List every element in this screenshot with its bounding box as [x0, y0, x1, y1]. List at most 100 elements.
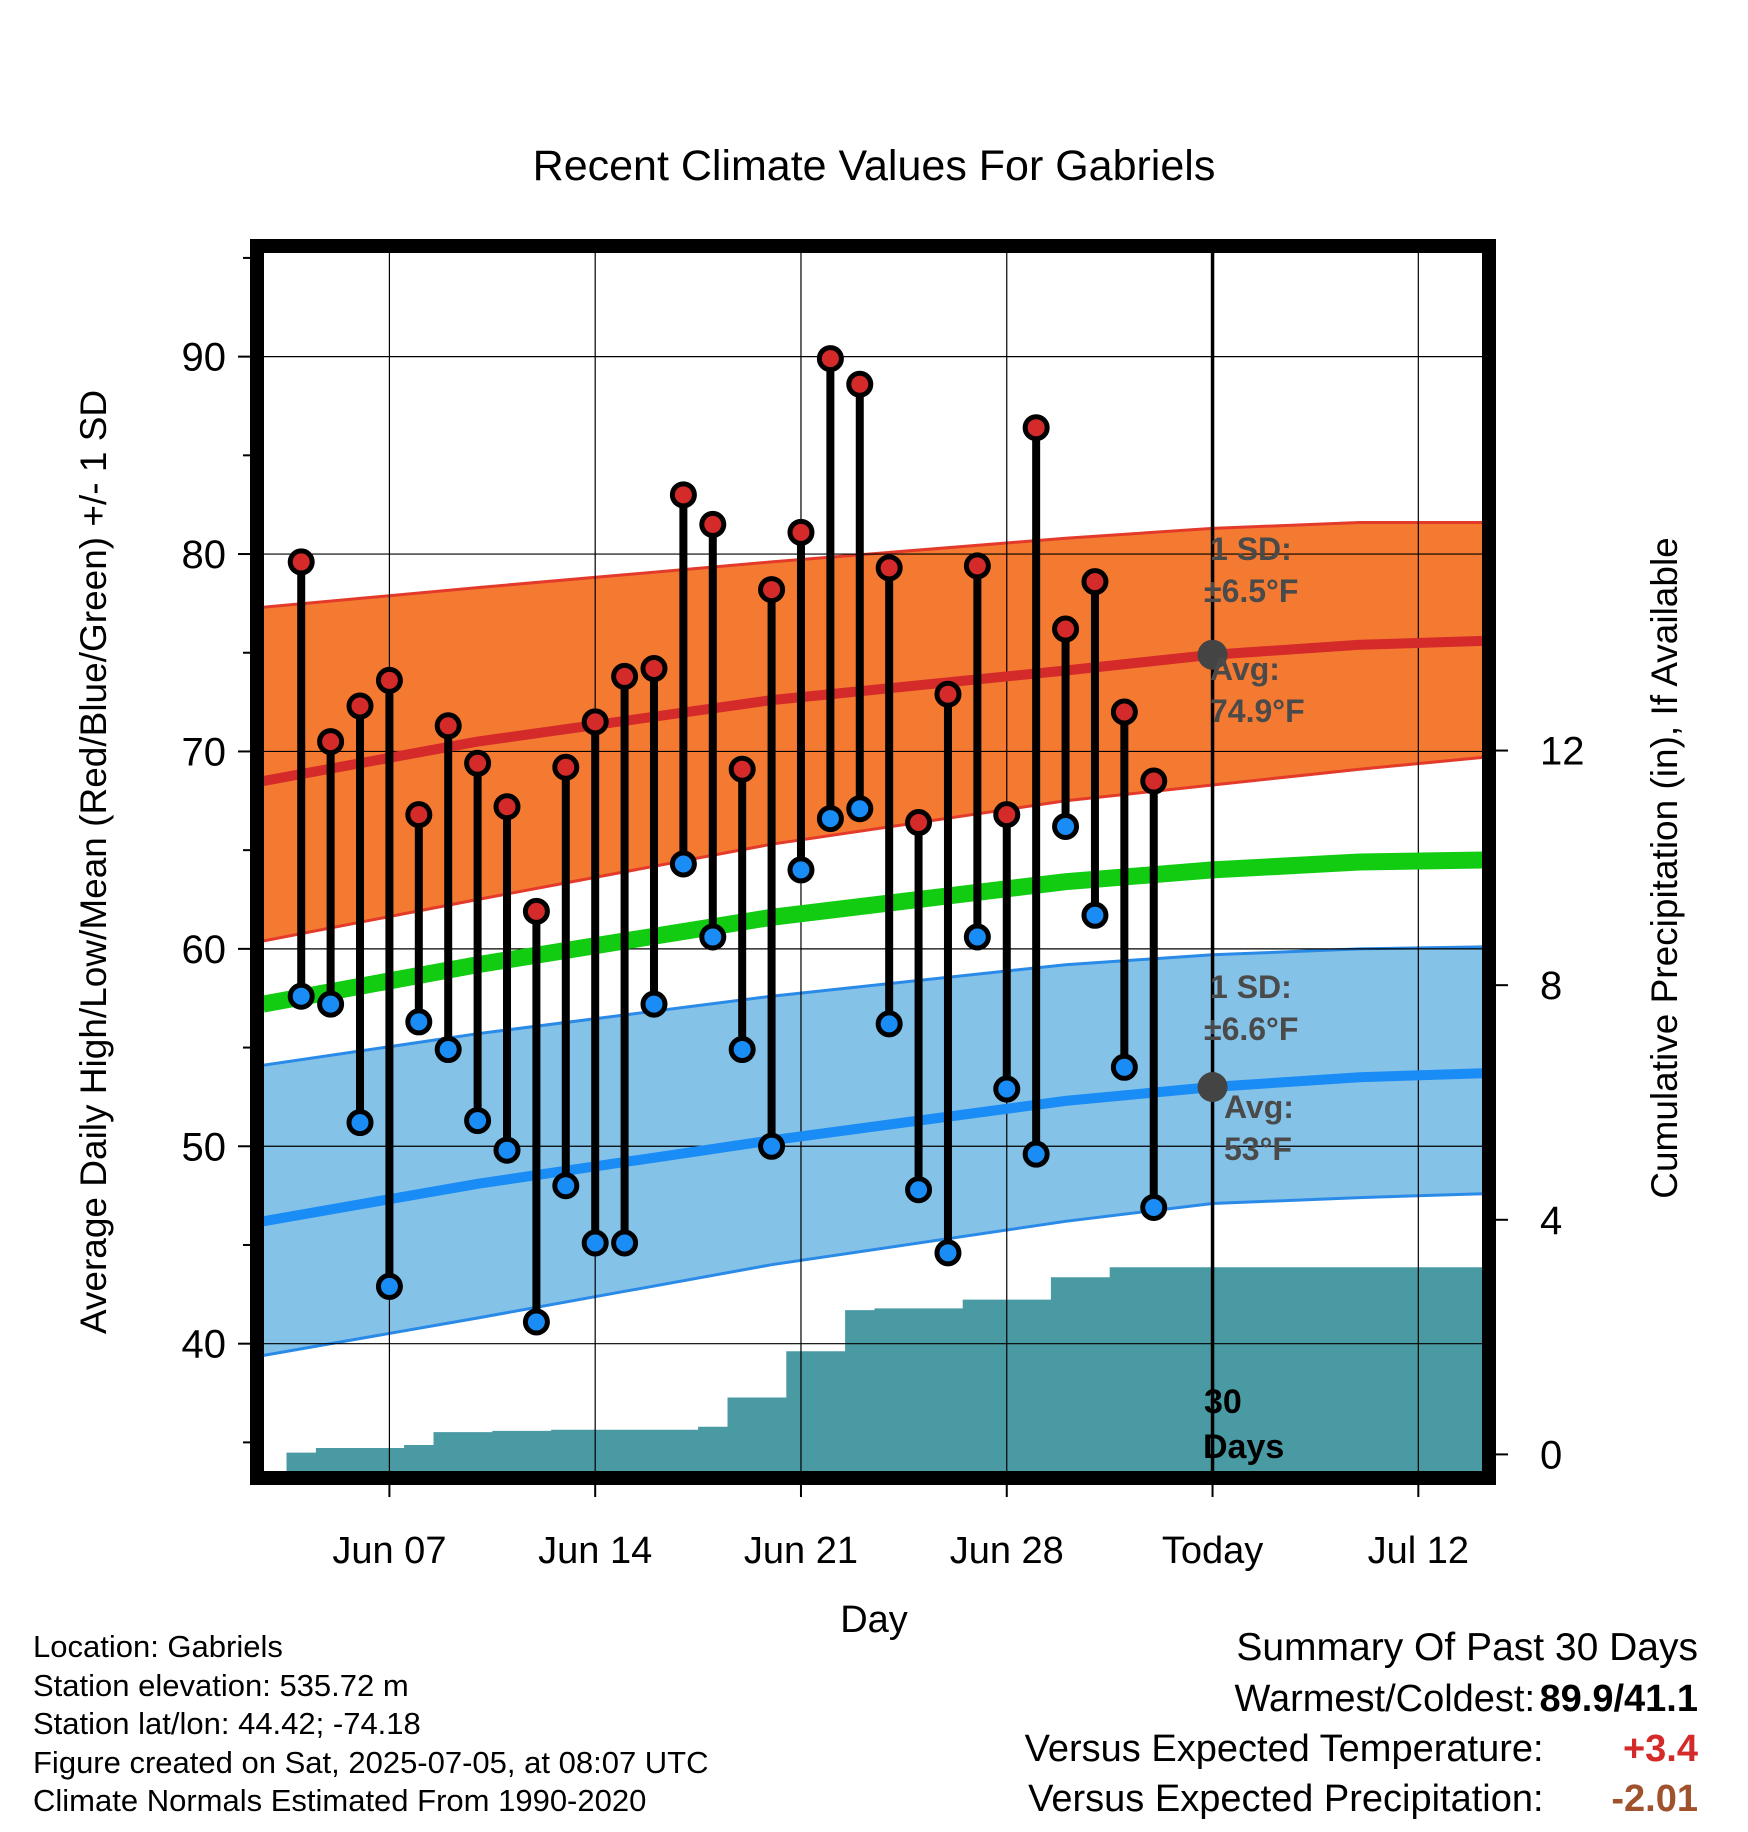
daily-low-point: [846, 795, 874, 823]
daily-low-point: [1172, 0, 1194, 11]
daily-low-point: [464, 1107, 492, 1135]
daily-high-point: [464, 749, 492, 777]
daily-low-point: [611, 1229, 639, 1257]
daily-high-point: [434, 712, 462, 740]
summary-panel: Summary Of Past 30 Days Warmest/Coldest:…: [1025, 1622, 1698, 1824]
daily-high-point: [875, 554, 903, 582]
daily-low-point: [375, 1272, 403, 1300]
y-tick-label-50: 50: [182, 1125, 227, 1169]
daily-high-point: [963, 552, 991, 580]
daily-low-point: [1081, 901, 1109, 929]
temp-departure-value: +3.4: [1622, 1728, 1698, 1770]
x-tick-label-4: Today: [1162, 1530, 1263, 1572]
daily-high-point: [287, 548, 315, 576]
daily-high-point: [581, 708, 609, 736]
plot-border: [250, 239, 1496, 1485]
daily-low-point: [552, 1172, 580, 1200]
daily-high-point: [522, 897, 550, 925]
plot-frame: [250, 239, 1496, 1485]
daily-low-point: [1022, 1140, 1050, 1168]
temp-departure-label: Versus Expected Temperature:: [1024, 1728, 1544, 1770]
daily-low-point: [581, 1229, 609, 1257]
daily-low-point: [1140, 1193, 1168, 1221]
daily-low-point: [287, 982, 315, 1010]
precip-departure-label: Versus Expected Precipitation:: [1028, 1778, 1544, 1820]
daily-high-point: [493, 793, 521, 821]
daily-high-point: [934, 680, 962, 708]
y-tick-label-80: 80: [182, 533, 227, 577]
daily-high-point: [993, 801, 1021, 829]
chart-title: Recent Climate Values For Gabriels: [533, 142, 1216, 190]
high-sd-label: 1 SD:: [1210, 531, 1292, 567]
daily-low-point: [346, 1109, 374, 1137]
daily-low-point: [522, 1308, 550, 1336]
daily-high-point: [846, 370, 874, 398]
x-tick-label-1: Jun 14: [538, 1530, 652, 1572]
warm-cold-label: Warmest/Coldest:: [1234, 1678, 1536, 1720]
daily-high-point: [669, 481, 697, 509]
x-tick-label-5: Jul 12: [1368, 1530, 1469, 1572]
y2-axis-label: Cumulative Precipitation (in), If Availa…: [1644, 537, 1685, 1199]
x-tick-label-2: Jun 21: [744, 1530, 858, 1572]
warm-cold-value: 89.9/41.1: [1539, 1678, 1698, 1720]
daily-low-point: [493, 1136, 521, 1164]
created-text: Figure created on Sat, 2025-07-05, at 08…: [33, 1744, 709, 1780]
days-label-number: 30: [1204, 1383, 1242, 1421]
daily-high-point: [1081, 568, 1109, 596]
high-avg-label: Avg:: [1210, 651, 1280, 687]
high-sd-value: ±6.5°F: [1204, 573, 1298, 609]
low-sd-value: ±6.6°F: [1204, 1011, 1298, 1047]
y-tick-label-60: 60: [182, 928, 227, 972]
elevation-text: Station elevation: 535.72 m: [33, 1667, 409, 1703]
y-tick-label-40: 40: [182, 1323, 227, 1367]
y2-tick-label-8: 8: [1540, 964, 1562, 1008]
y2-tick-label-12: 12: [1540, 730, 1585, 774]
low-avg-value: 53°F: [1224, 1131, 1292, 1167]
y-tick-label-70: 70: [182, 730, 227, 774]
daily-low-point: [1110, 1053, 1138, 1081]
daily-low-point: [963, 923, 991, 951]
daily-low-point: [728, 1036, 756, 1064]
y-axis-label: Average Daily High/Low/Mean (Red/Blue/Gr…: [73, 390, 114, 1334]
daily-high-point: [375, 666, 403, 694]
daily-high-point: [699, 510, 727, 538]
y-tick-label-90: 90: [182, 336, 227, 380]
summary-heading: Summary Of Past 30 Days: [1236, 1626, 1698, 1669]
daily-high-point: [816, 345, 844, 373]
plot-area: [263, 0, 1483, 1472]
latlon-text: Station lat/lon: 44.42; -74.18: [33, 1706, 421, 1741]
today-high-avg-marker: [1197, 639, 1228, 670]
daily-high-point: [1022, 414, 1050, 442]
y2-tick-label-4: 4: [1540, 1199, 1562, 1243]
normals-text: Climate Normals Estimated From 1990-2020: [33, 1783, 647, 1818]
high-avg-value: 74.9°F: [1210, 693, 1305, 729]
daily-low-point: [699, 923, 727, 951]
daily-high-point: [346, 692, 374, 720]
daily-low-point: [317, 990, 345, 1018]
location-text: Location: Gabriels: [33, 1629, 283, 1664]
daily-high-point: [1052, 615, 1080, 643]
daily-low-point: [434, 1036, 462, 1064]
daily-high-point: [317, 728, 345, 756]
daily-high-point: [611, 662, 639, 690]
daily-high-point: [758, 576, 786, 604]
x-tick-label-3: Jun 28: [950, 1530, 1064, 1572]
daily-low-point: [669, 850, 697, 878]
daily-high-point: [552, 753, 580, 781]
station-info: Location: Gabriels Station elevation: 53…: [33, 1628, 709, 1821]
daily-high-point: [1172, 0, 1194, 11]
daily-low-point: [875, 1010, 903, 1038]
daily-low-point: [934, 1239, 962, 1267]
precip-departure-value: -2.01: [1611, 1778, 1698, 1820]
daily-low-point: [758, 1132, 786, 1160]
low-avg-label: Avg:: [1224, 1089, 1294, 1125]
daily-low-point: [905, 1176, 933, 1204]
axes: 40 50 60 70 80 90 0 4 8 12 Jun 07 Jun 14 Jun 21 Jun 2…: [182, 256, 1585, 1572]
avg-low-line: [263, 1068, 1483, 1227]
precip-area: [286, 1267, 1483, 1472]
low-sd-label: 1 SD:: [1210, 969, 1292, 1005]
daily-low-point: [405, 1008, 433, 1036]
today-low-avg-marker: [1197, 1072, 1228, 1103]
x-tick-label-0: Jun 07: [332, 1530, 446, 1572]
